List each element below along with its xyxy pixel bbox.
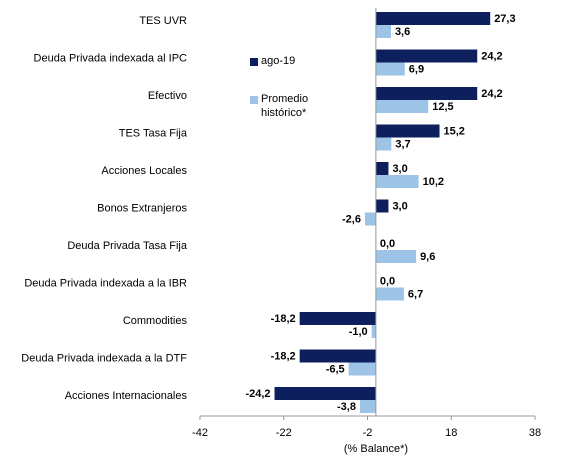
category-label: Acciones Internacionales bbox=[65, 390, 188, 402]
x-tick-label: 18 bbox=[445, 427, 457, 439]
bar bbox=[348, 362, 376, 376]
category-label: Deuda Privada indexada a la DTF bbox=[21, 352, 187, 364]
value-label: 3,0 bbox=[392, 163, 407, 175]
x-tick-label: -42 bbox=[192, 427, 208, 439]
bar bbox=[371, 325, 376, 338]
value-label: 27,3 bbox=[494, 13, 515, 25]
legend-entry: ago-19 bbox=[261, 55, 296, 67]
bar bbox=[274, 387, 376, 400]
value-label: 12,5 bbox=[432, 101, 453, 113]
value-label: 9,6 bbox=[420, 251, 435, 263]
bar bbox=[375, 162, 389, 175]
bar bbox=[375, 199, 389, 213]
legend-swatch bbox=[250, 58, 258, 66]
value-label: -18,2 bbox=[271, 350, 296, 362]
category-label: Deuda Privada indexada a la IBR bbox=[24, 277, 187, 289]
value-label: 10,2 bbox=[423, 176, 444, 188]
value-label: 15,2 bbox=[444, 125, 465, 137]
bar bbox=[375, 62, 405, 76]
value-label: 3,0 bbox=[392, 200, 407, 212]
value-label: -6,5 bbox=[326, 363, 345, 375]
value-label: -3,8 bbox=[337, 401, 356, 413]
bar bbox=[375, 100, 429, 113]
legend-entry: Promedio histórico* bbox=[261, 93, 309, 119]
x-axis-label: (% Balance*) bbox=[344, 443, 408, 455]
bar bbox=[359, 400, 376, 413]
value-label: 3,7 bbox=[395, 138, 410, 150]
value-label: 6,9 bbox=[409, 63, 424, 75]
bar bbox=[375, 49, 478, 63]
x-tick-label: -22 bbox=[276, 427, 292, 439]
x-tick-label: -2 bbox=[363, 427, 373, 439]
bar bbox=[375, 175, 419, 188]
category-label: Deuda Privada indexada al IPC bbox=[34, 52, 188, 64]
value-label: -18,2 bbox=[271, 313, 296, 325]
bar bbox=[364, 212, 376, 226]
category-label: TES Tasa Fija bbox=[119, 127, 188, 139]
value-label: -1,0 bbox=[349, 326, 368, 338]
bar bbox=[375, 25, 391, 38]
category-label: Efectivo bbox=[148, 90, 187, 102]
value-label: 24,2 bbox=[481, 50, 502, 62]
category-label: Deuda Privada Tasa Fija bbox=[67, 240, 188, 252]
bar bbox=[375, 87, 478, 100]
value-label: 0,0 bbox=[380, 238, 395, 250]
legend-label: Promedio histórico* bbox=[261, 93, 309, 119]
value-label: 24,2 bbox=[481, 88, 502, 100]
value-label: -24,2 bbox=[245, 388, 270, 400]
bar bbox=[375, 12, 491, 25]
bar bbox=[375, 250, 417, 263]
bar bbox=[375, 137, 392, 151]
bar bbox=[299, 312, 376, 325]
value-label: -2,6 bbox=[342, 213, 361, 225]
category-label: Acciones Locales bbox=[101, 165, 187, 177]
legend-swatch bbox=[250, 96, 258, 104]
value-label: 0,0 bbox=[380, 275, 395, 287]
value-label: 3,6 bbox=[395, 26, 410, 38]
legend-label: ago-19 bbox=[261, 55, 296, 67]
category-label: Bonos Extranjeros bbox=[97, 202, 187, 214]
value-label: 6,7 bbox=[408, 288, 423, 300]
category-label: Commodities bbox=[123, 315, 188, 327]
bar bbox=[299, 349, 376, 363]
bar bbox=[375, 124, 440, 138]
x-tick-label: 38 bbox=[529, 427, 541, 439]
category-label: TES UVR bbox=[139, 15, 187, 27]
bar bbox=[375, 287, 404, 301]
